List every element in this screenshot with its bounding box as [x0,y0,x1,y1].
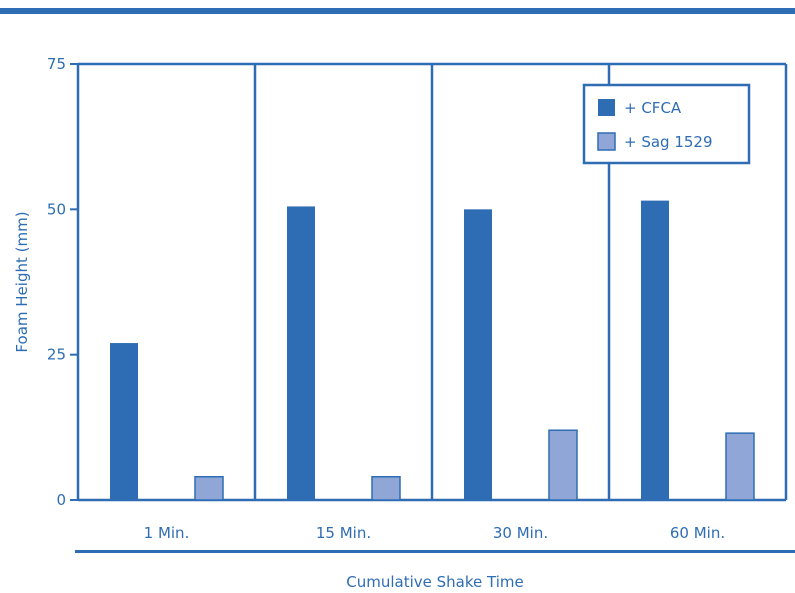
x-category-label: 30 Min. [493,524,548,542]
x-category-label: 60 Min. [670,524,725,542]
legend-swatch-cfca [598,99,615,116]
y-tick-label: 75 [47,55,66,73]
bottom-rule [75,550,795,553]
x-axis-title: Cumulative Shake Time [346,573,523,591]
legend-box [582,83,751,165]
legend-swatch-sag [597,132,616,151]
x-axis-categories: 1 Min. 15 Min. 30 Min. 60 Min. [144,524,725,542]
y-tick-label: 25 [47,346,66,364]
top-rule [0,8,795,14]
y-tick-label: 50 [47,200,66,218]
bar-sag [371,475,401,501]
bars [110,200,755,501]
x-category-label: 1 Min. [144,524,190,542]
bar-sag [725,432,755,501]
bar-cfca [287,206,315,500]
x-category-label: 15 Min. [316,524,371,542]
legend-label-sag: + Sag 1529 [624,133,713,151]
y-axis-title: Foam Height (mm) [13,211,31,352]
bar-cfca [464,209,492,501]
bar-sag [194,475,224,501]
legend-label-cfca: + CFCA [624,99,682,117]
bar-cfca [110,343,138,500]
y-tick-label: 0 [56,491,66,509]
bar-cfca [641,200,669,500]
legend: + CFCA + Sag 1529 [582,83,751,165]
y-axis-ticks: 0 25 50 75 [47,55,78,509]
bar-sag [548,429,578,501]
